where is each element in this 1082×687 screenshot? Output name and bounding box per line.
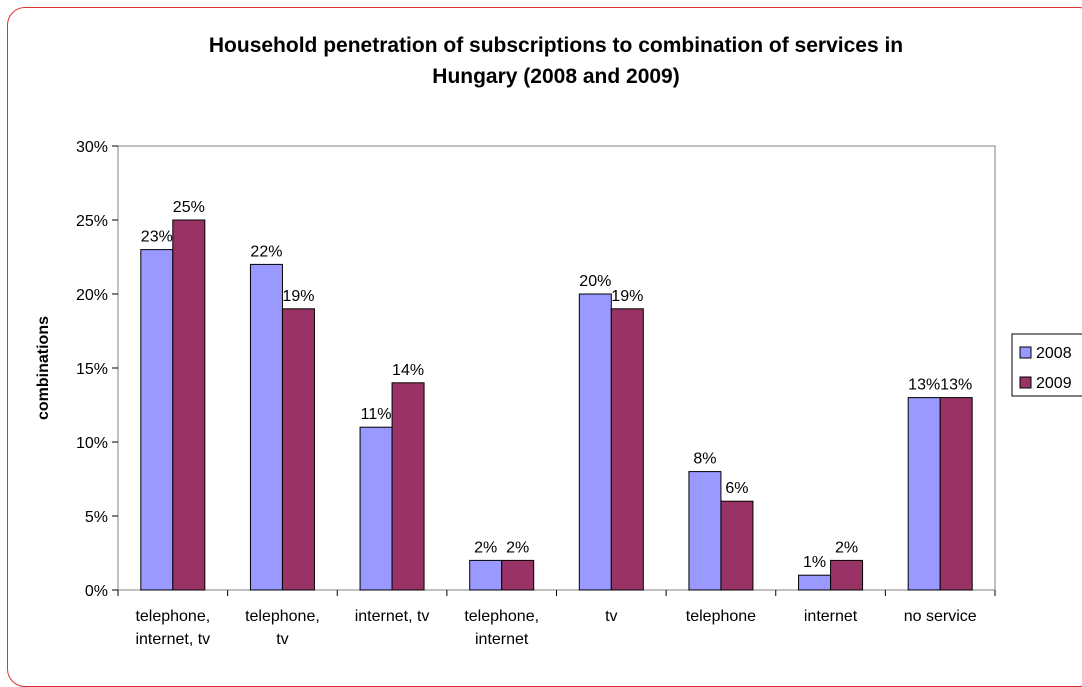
- data-label-2009: 2%: [835, 539, 858, 556]
- bar-2008: [359, 426, 393, 591]
- bar-2008: [249, 263, 283, 591]
- data-label-2008: 23%: [141, 229, 173, 246]
- chart-title-line-2: Hungary (2008 and 2009): [432, 65, 679, 88]
- data-label-2008: 1%: [803, 554, 826, 571]
- x-tick-label: telephone,: [464, 608, 539, 625]
- data-label-2009: 14%: [392, 362, 424, 379]
- bar-2008: [688, 471, 722, 591]
- bar-2009: [281, 308, 315, 591]
- bar-2008: [907, 397, 941, 591]
- x-tick-label: tv: [605, 608, 617, 625]
- legend-swatch-2009: [1019, 376, 1032, 389]
- bar-2008: [798, 574, 832, 591]
- x-tick-label: tv: [276, 631, 288, 648]
- y-tick-label: 25%: [76, 213, 108, 230]
- data-label-2008: 8%: [693, 451, 716, 468]
- y-axis-label: combinations: [35, 316, 52, 420]
- plot-area: [117, 145, 996, 591]
- bar-2008: [469, 559, 503, 591]
- y-tick-label: 10%: [76, 435, 108, 452]
- data-label-2009: 19%: [611, 288, 643, 305]
- bar-2009: [501, 559, 535, 591]
- bar-2009: [830, 559, 864, 591]
- bar-2008: [140, 249, 174, 591]
- data-label-2008: 22%: [250, 243, 282, 260]
- legend-label-2008: 2008: [1036, 345, 1072, 362]
- legend-swatch-2008: [1019, 346, 1032, 359]
- y-tick-label: 0%: [85, 583, 108, 600]
- data-label-2009: 25%: [173, 199, 205, 216]
- bar-2009: [720, 500, 754, 591]
- data-label-2009: 2%: [506, 539, 529, 556]
- data-label-2009: 19%: [282, 288, 314, 305]
- data-label-2009: 13%: [940, 377, 972, 394]
- x-tick-label: no service: [904, 608, 977, 625]
- data-label-2008: 13%: [908, 377, 940, 394]
- data-label-2009: 6%: [725, 480, 748, 497]
- y-tick-label: 5%: [85, 509, 108, 526]
- x-tick-label: internet: [475, 631, 529, 648]
- bar-2009: [939, 397, 973, 591]
- bar-2009: [391, 382, 425, 591]
- x-tick-label: telephone,: [135, 608, 210, 625]
- y-tick-label: 20%: [76, 287, 108, 304]
- y-tick-label: 30%: [76, 139, 108, 156]
- bar-2008: [578, 293, 612, 591]
- chart-title-line-1: Household penetration of subscriptions t…: [209, 34, 903, 57]
- x-tick-label: internet, tv: [355, 608, 430, 625]
- bar-2009: [610, 308, 644, 591]
- legend-label-2009: 2009: [1036, 375, 1072, 392]
- data-label-2008: 11%: [361, 406, 392, 423]
- data-label-2008: 20%: [579, 273, 611, 290]
- bar-2009: [172, 219, 206, 591]
- x-tick-label: telephone: [686, 608, 756, 625]
- x-tick-label: internet, tv: [135, 631, 210, 648]
- x-tick-label: telephone,: [245, 608, 320, 625]
- x-tick-label: internet: [804, 608, 858, 625]
- data-label-2008: 2%: [474, 539, 497, 556]
- y-tick-label: 15%: [76, 361, 108, 378]
